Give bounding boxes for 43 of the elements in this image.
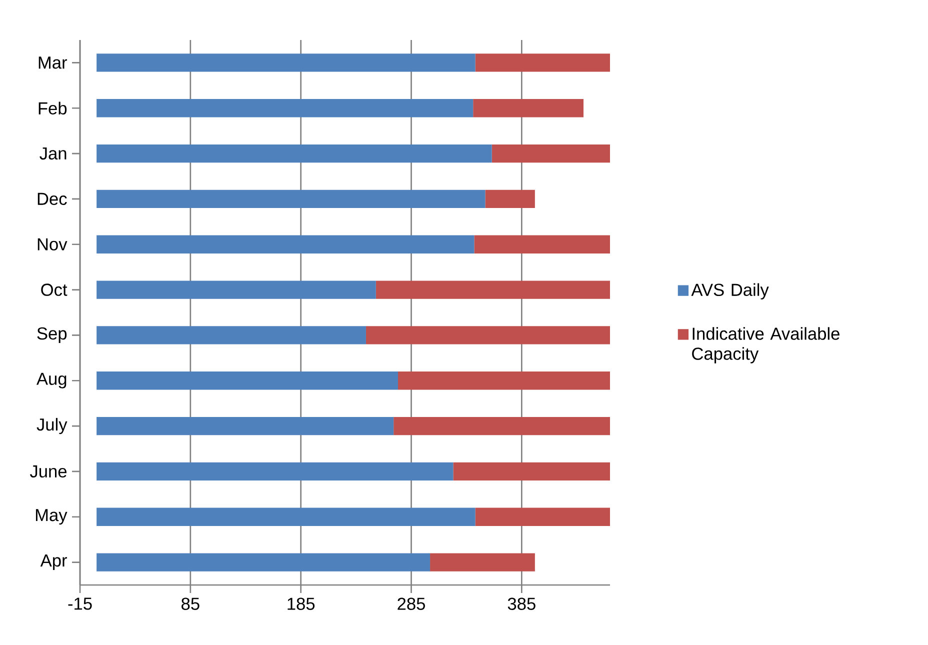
bar [398, 372, 610, 390]
bar [485, 190, 535, 208]
bar [96, 508, 476, 526]
bar [96, 280, 376, 299]
bar [96, 54, 476, 72]
bar [376, 280, 610, 299]
y-tick-label: Dec [38, 192, 67, 205]
x-tick-label: -15 [68, 598, 92, 610]
bar [96, 144, 492, 163]
bar [96, 553, 430, 572]
bar [475, 508, 610, 526]
bar [474, 235, 610, 254]
y-tick-label: June [30, 465, 67, 478]
bar [96, 416, 394, 436]
y-tick-label: July [36, 418, 68, 434]
bar [96, 326, 366, 344]
x-tick-label: 185 [288, 598, 315, 610]
y-tick-label: Apr [40, 554, 67, 570]
y-tick-label: Jan [40, 147, 66, 160]
bar [96, 190, 486, 208]
x-tick-label: 85 [182, 598, 200, 610]
bar [96, 372, 398, 390]
bar [492, 144, 610, 163]
bar [96, 99, 474, 118]
bar [473, 99, 584, 118]
y-tick-label: Sep [37, 327, 67, 344]
y-tick-label: May [36, 509, 68, 525]
y-tick-label: Feb [38, 102, 67, 114]
legend-label: AVS Daily [691, 283, 769, 300]
y-tick-label: Oct [41, 284, 68, 296]
x-tick-label: 385 [508, 598, 536, 610]
x-tick-label: 285 [398, 598, 425, 610]
y-tick-label: Nov [38, 238, 68, 250]
y-tick-label: Mar [38, 56, 67, 69]
bar [453, 462, 610, 481]
bar [475, 54, 610, 72]
bar [96, 235, 474, 254]
y-tick-label: Aug [36, 372, 66, 388]
legend-label: Indicative Available Capacity [692, 327, 840, 364]
bar [394, 416, 610, 436]
bar [366, 326, 610, 344]
bar [430, 553, 535, 572]
bar [96, 462, 454, 481]
